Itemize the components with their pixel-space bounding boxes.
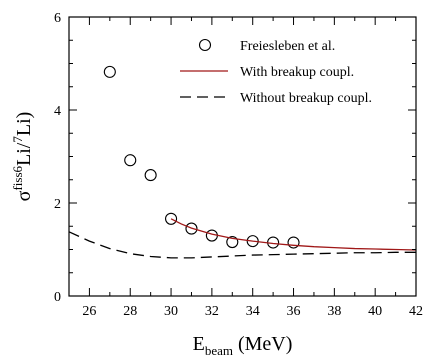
y-axis-title: σfiss6Li/7Li) [10,112,35,202]
y-axis-title-sup-6: 6 [10,165,25,172]
y-tick-label: 0 [54,290,61,305]
x-tick-label: 38 [327,304,341,319]
y-axis-title-main: σ [13,190,35,201]
series-line-3 [68,231,416,259]
y-axis-title-sup-7: 7 [10,136,25,143]
x-tick-label: 36 [287,304,301,319]
legend-label-1: Freiesleben et al. [240,39,335,54]
x-axis-title: Ebeam (MeV) [193,333,293,358]
plot-frame [68,16,417,297]
y-tick-label: 4 [54,104,61,119]
y-tick-label: 6 [54,11,61,26]
legend-label-2: With breakup coupl. [240,65,354,80]
y-axis-title-tail: Li) [13,112,35,136]
series-layer [68,65,417,259]
x-tick-label: 30 [164,304,178,319]
legend-marker-circle [198,38,212,52]
x-axis-title-tail: (MeV) [233,333,292,355]
data-point [103,65,116,78]
data-point [144,169,157,182]
x-tick-label: 34 [246,304,260,319]
x-tick-label: 26 [82,304,96,319]
x-tick-label: 40 [368,304,382,319]
axis-ticks: 26 28 30 32 34 36 38 40 42 0 2 4 6 [54,11,423,319]
y-tick-label: 2 [54,197,61,212]
x-tick-label: 42 [409,304,423,319]
x-tick-label: 32 [205,304,219,319]
data-point [287,236,300,249]
y-axis-title-mid: Li/ [13,142,35,166]
y-axis-title-sup-fiss: fiss [10,172,25,190]
series-line-2 [170,218,417,251]
data-point [165,212,178,225]
data-point [124,154,137,167]
legend: Freiesleben et al. With breakup coupl. Wit… [180,38,372,106]
legend-label-3: Without breakup coupl. [240,91,372,106]
x-axis-title-sub: beam [205,343,233,358]
x-tick-label: 28 [123,304,137,319]
x-axis-title-main: E [193,333,205,355]
